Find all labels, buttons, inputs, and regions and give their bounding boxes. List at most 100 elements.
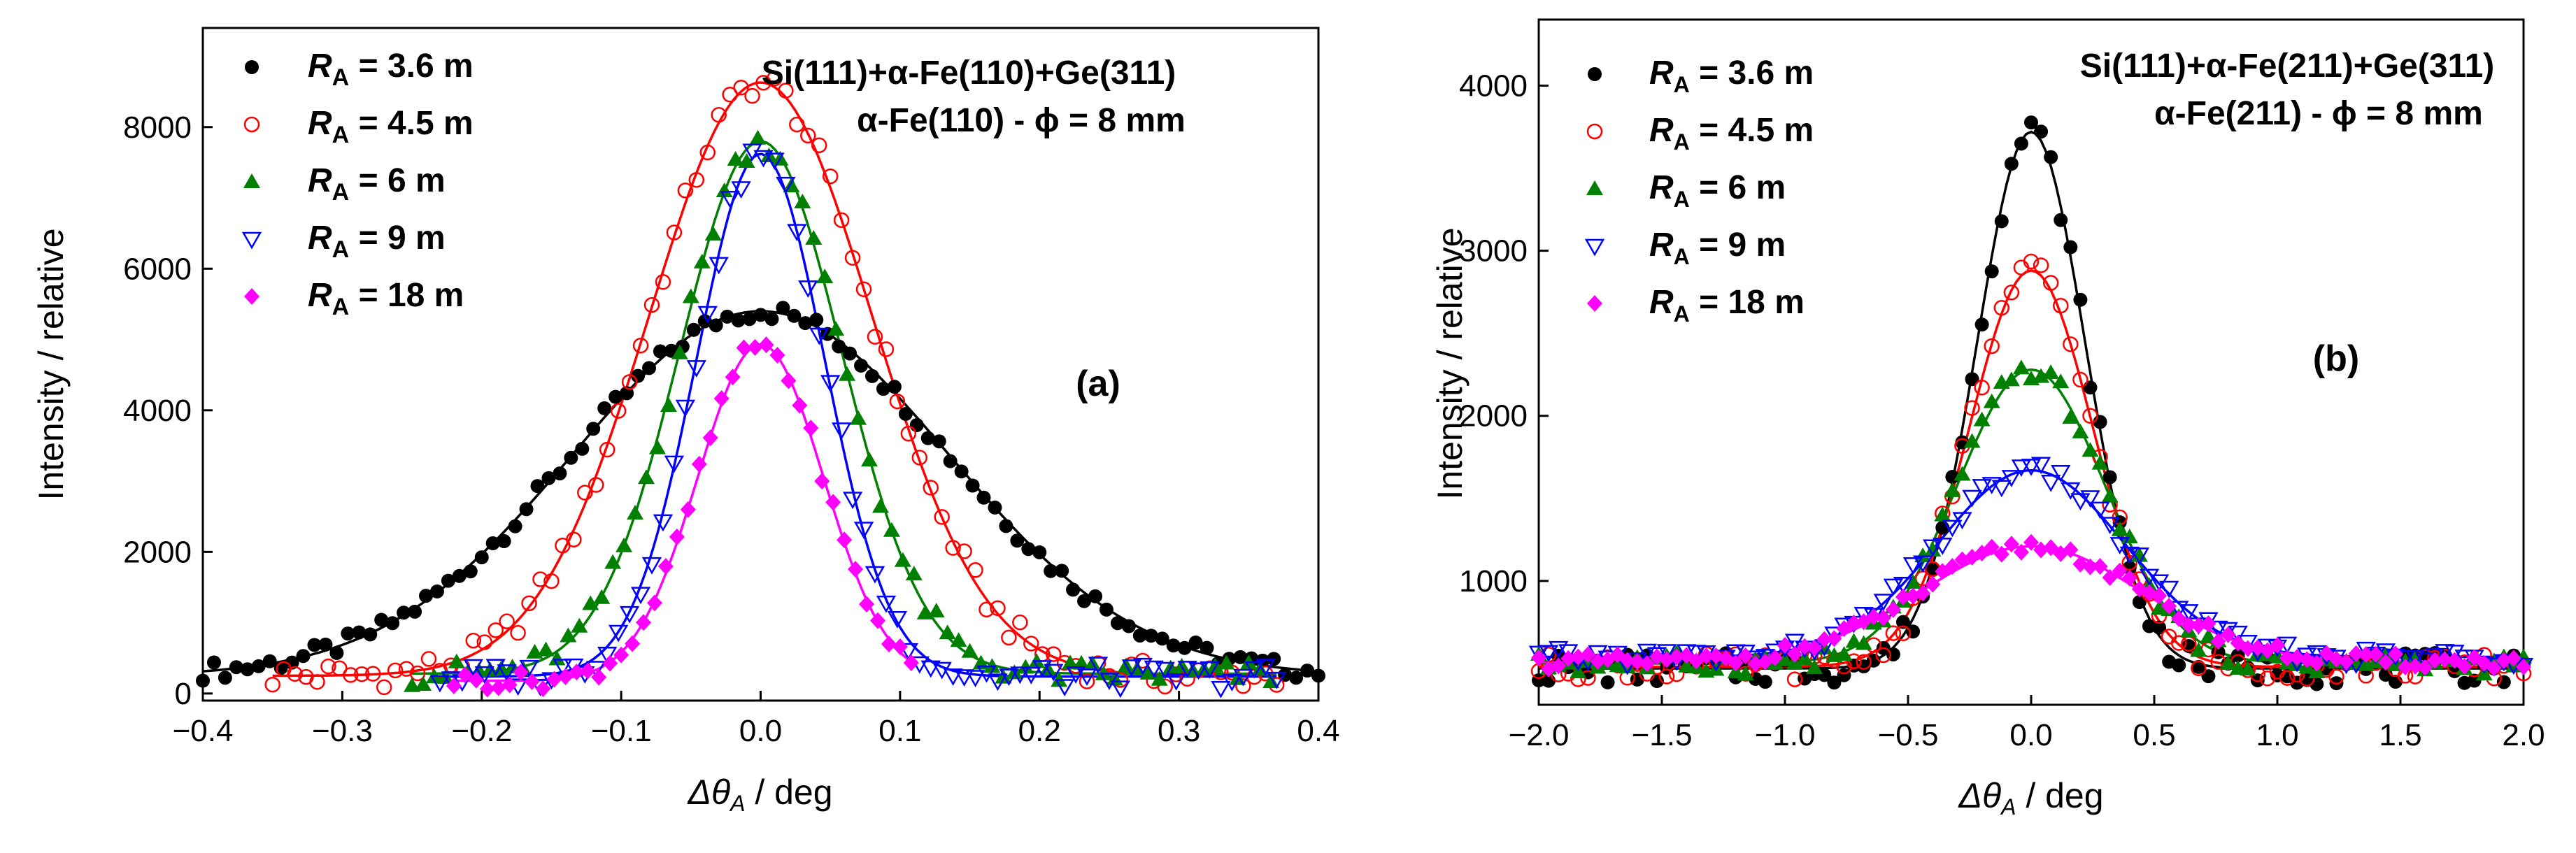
data-point	[2054, 213, 2068, 227]
data-point	[1765, 643, 1786, 661]
data-point	[2021, 459, 2042, 476]
data-point	[720, 191, 740, 208]
data-point	[855, 281, 872, 297]
legend-label: RA = 6 m	[308, 162, 446, 206]
data-point	[956, 543, 972, 559]
data-point	[2190, 642, 2207, 657]
data-point	[747, 338, 763, 356]
x-tick-label: −0.5	[1878, 718, 1939, 752]
data-point	[686, 322, 701, 337]
x-tick-label: −2.0	[1509, 718, 1570, 752]
data-point	[2072, 371, 2088, 388]
data-point	[903, 654, 919, 671]
data-point	[571, 617, 588, 633]
data-point	[476, 634, 492, 650]
data-point	[881, 636, 897, 653]
data-point	[1933, 538, 1953, 555]
data-point	[2082, 442, 2099, 457]
data-point	[1777, 637, 1793, 654]
data-point	[2002, 371, 2020, 387]
data-point	[553, 659, 573, 677]
y-axis-ticks: 1000 2000 3000 4000	[1459, 69, 1549, 598]
data-point	[2270, 636, 2285, 654]
fit-curve	[412, 140, 1277, 675]
data-point	[446, 677, 462, 694]
data-point	[920, 431, 935, 445]
data-point	[805, 229, 823, 245]
data-point	[943, 668, 963, 686]
data-point	[1065, 666, 1086, 684]
legend-marker	[243, 116, 260, 133]
data-point	[1233, 668, 1253, 687]
data-point	[1745, 650, 1765, 668]
data-point	[720, 309, 734, 324]
data-point	[599, 441, 615, 458]
x-tick-label: −1.0	[1755, 718, 1816, 752]
data-point	[320, 658, 336, 675]
data-point	[905, 566, 923, 581]
data-point	[499, 613, 515, 629]
data-point	[2395, 650, 2416, 668]
data-point	[1200, 640, 1214, 655]
data-point	[1993, 300, 2010, 316]
data-point	[767, 70, 783, 87]
data-point	[632, 337, 649, 354]
legend-marker	[1587, 295, 1602, 312]
data-point	[1962, 489, 1982, 508]
legend-marker	[243, 173, 260, 188]
data-point	[832, 339, 846, 354]
data-point	[988, 673, 1008, 691]
data-point	[1244, 661, 1265, 679]
data-point	[1963, 433, 1981, 448]
data-point	[2042, 275, 2059, 291]
data-point	[318, 637, 333, 652]
data-point	[307, 638, 322, 652]
data-point	[1669, 648, 1685, 666]
data-point	[546, 671, 562, 688]
x-tick-label: 0.1	[878, 714, 921, 748]
data-point	[859, 596, 875, 613]
data-point	[704, 226, 722, 241]
data-point	[569, 664, 585, 681]
data-point	[2179, 604, 2199, 622]
data-point	[364, 666, 381, 682]
data-point	[474, 666, 494, 684]
data-point	[415, 675, 432, 691]
data-point	[2505, 650, 2521, 667]
data-point	[2072, 423, 2089, 438]
data-point	[468, 671, 484, 689]
data-point	[548, 650, 566, 666]
data-point	[2083, 380, 2098, 395]
data-point	[878, 341, 895, 357]
data-point	[296, 649, 311, 664]
data-point	[1073, 654, 1090, 670]
data-point	[2080, 490, 2100, 508]
data-point	[1077, 594, 1092, 608]
data-point	[2112, 562, 2128, 580]
data-point	[2082, 408, 2098, 424]
data-point	[625, 635, 641, 652]
data-point	[1827, 675, 1842, 690]
data-point	[822, 168, 839, 185]
data-point	[1151, 671, 1168, 686]
data-point	[1300, 664, 1315, 678]
data-point	[1758, 675, 1772, 689]
data-point	[463, 564, 478, 579]
data-point	[332, 660, 348, 677]
data-point	[854, 358, 869, 373]
data-point	[397, 605, 411, 620]
data-point	[2447, 652, 2463, 669]
data-point	[876, 595, 897, 613]
data-point	[827, 321, 845, 336]
data-point	[1066, 582, 1081, 597]
data-point	[2121, 529, 2138, 544]
data-point	[2139, 568, 2160, 587]
data-point	[1767, 649, 1783, 666]
legend: RA = 3.6 m RA = 4.5 m RA = 6 m RA = 9 m RA =…	[241, 48, 474, 320]
data-point	[655, 274, 671, 290]
data-point	[1558, 644, 1579, 662]
data-point	[519, 502, 534, 517]
data-point	[608, 624, 629, 643]
data-point	[2062, 409, 2079, 424]
